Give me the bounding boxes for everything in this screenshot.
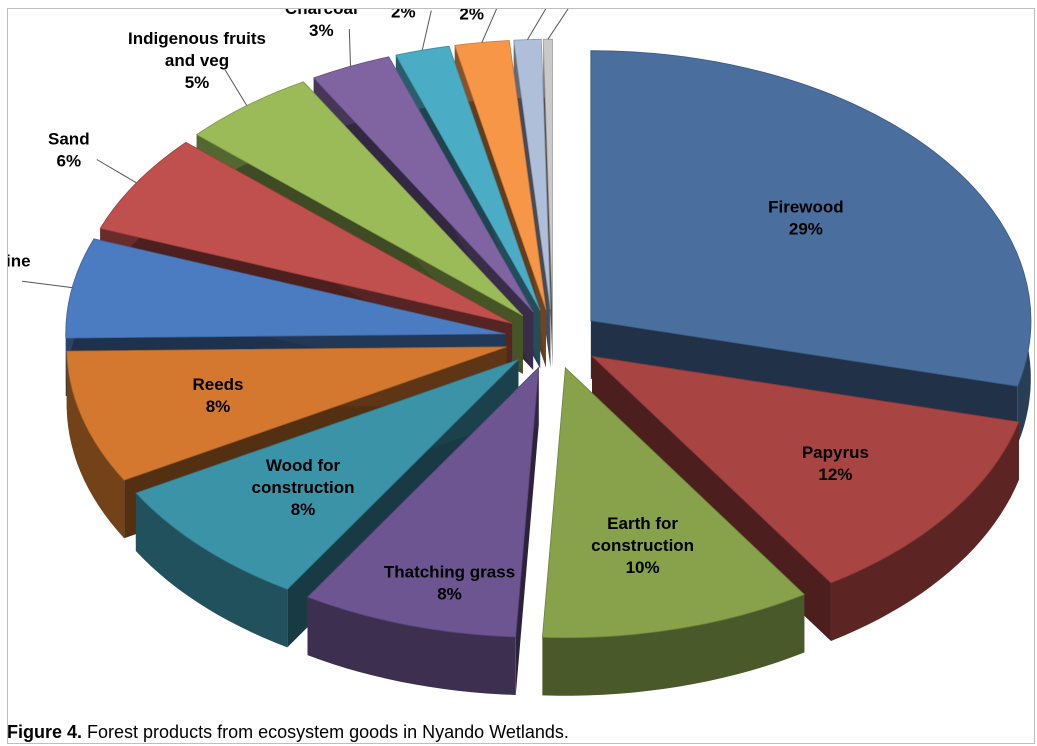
slice-outer-wall bbox=[831, 421, 1019, 641]
data-label-value: 5% bbox=[185, 73, 210, 92]
pie-slice-thatching-grass bbox=[306, 366, 540, 638]
slice-start-wall bbox=[543, 39, 553, 368]
leader-line bbox=[22, 280, 73, 289]
slice-start-wall bbox=[515, 367, 539, 696]
data-label-charcoal: Charcoal 3% bbox=[285, 9, 358, 40]
data-label-value: 8% bbox=[291, 500, 316, 519]
pie-slice-papyrus bbox=[590, 355, 1020, 584]
pie-slice-firewood bbox=[590, 50, 1032, 387]
data-label-name: Indigenous fruits bbox=[128, 29, 266, 48]
pie-slice-medicine bbox=[65, 238, 506, 339]
pie-slice-sand bbox=[99, 141, 513, 324]
data-label-wood-for-construction: Wood for construction 8% bbox=[252, 456, 355, 519]
pie-slice-earth-for-construction bbox=[541, 366, 806, 639]
data-label-name: Charcoal bbox=[285, 9, 358, 18]
data-label-value: 6% bbox=[57, 152, 82, 171]
slice-outer-wall bbox=[66, 351, 125, 539]
data-label-name: Earth for bbox=[607, 514, 678, 533]
data-label-name: Reeds bbox=[192, 375, 243, 394]
data-label-name: Wood for bbox=[266, 456, 341, 475]
data-label-reeds: Reeds 8% bbox=[192, 375, 243, 416]
data-label-thatching-grass: Thatching grass 8% bbox=[384, 563, 515, 604]
data-label-value: 8% bbox=[437, 585, 462, 604]
leader-lines bbox=[22, 9, 569, 289]
data-label-name: Thatching grass bbox=[384, 563, 515, 582]
data-label-papyrus: Papyrus 12% bbox=[802, 443, 869, 484]
data-label-name: construction bbox=[252, 478, 355, 497]
data-label-sand: Sand 6% bbox=[48, 130, 90, 171]
chart-area: Firewood 29% Papyrus 12% Earth for constructi… bbox=[7, 8, 1035, 744]
slice-outer-wall bbox=[135, 493, 288, 648]
slice-outer-wall bbox=[307, 597, 516, 695]
leader-line bbox=[224, 69, 248, 106]
pie-slice-wood-for-construction bbox=[135, 359, 519, 590]
data-label-firewood: Firewood 29% bbox=[768, 198, 844, 239]
pie-slice-charcoal bbox=[312, 56, 534, 313]
pie-slice-game-meat bbox=[454, 40, 547, 310]
data-label-medicine: Medicine6% bbox=[8, 251, 31, 292]
leader-line bbox=[348, 28, 351, 67]
caption-prefix: Figure 4. bbox=[7, 722, 83, 742]
data-label-game-meat: Gamemeat2% bbox=[448, 9, 495, 24]
figure-caption: Figure 4. Forest products from ecosystem… bbox=[7, 722, 1035, 746]
data-label-value: 1% bbox=[512, 9, 537, 10]
data-label-value: 10% bbox=[626, 558, 660, 577]
leader-line bbox=[421, 10, 432, 51]
data-label-name: Firewood bbox=[768, 198, 844, 217]
pie-slice-reeds bbox=[66, 346, 507, 481]
data-label-value: 29% bbox=[789, 220, 823, 239]
caption-text: Forest products from ecosystem goods in … bbox=[82, 722, 569, 742]
slice-outer-wall bbox=[542, 594, 805, 696]
data-label-name: Papyrus bbox=[802, 443, 869, 462]
data-label-name: Medicine bbox=[8, 251, 31, 270]
data-label-name: and veg bbox=[165, 51, 229, 70]
pie-chart: Firewood 29% Papyrus 12% Earth for constructi… bbox=[8, 9, 1032, 696]
data-label-insects: Insects1% bbox=[495, 9, 554, 10]
data-label-name: Sand bbox=[48, 130, 90, 149]
data-label-earth-for-construction: Earth for construction 10% bbox=[591, 514, 694, 577]
data-label-indigenous-fruits-and-veg: Indigenous fruits and veg 5% bbox=[128, 29, 266, 92]
leader-line bbox=[547, 9, 569, 40]
data-label-name: construction bbox=[591, 536, 694, 555]
data-labels: Firewood 29% Papyrus 12% Earth for constructi… bbox=[8, 9, 869, 604]
leader-line bbox=[481, 9, 498, 43]
leader-line bbox=[527, 9, 547, 40]
leader-line bbox=[96, 159, 137, 184]
data-label-value: 2% bbox=[391, 9, 416, 22]
pie-slice-tops bbox=[65, 38, 1032, 639]
data-label-value: 8% bbox=[206, 397, 231, 416]
data-label-value: 3% bbox=[309, 21, 334, 40]
data-label-value: 12% bbox=[818, 465, 852, 484]
data-label-honey: Honey2% bbox=[377, 9, 430, 22]
data-label-value: 2% bbox=[459, 9, 484, 24]
